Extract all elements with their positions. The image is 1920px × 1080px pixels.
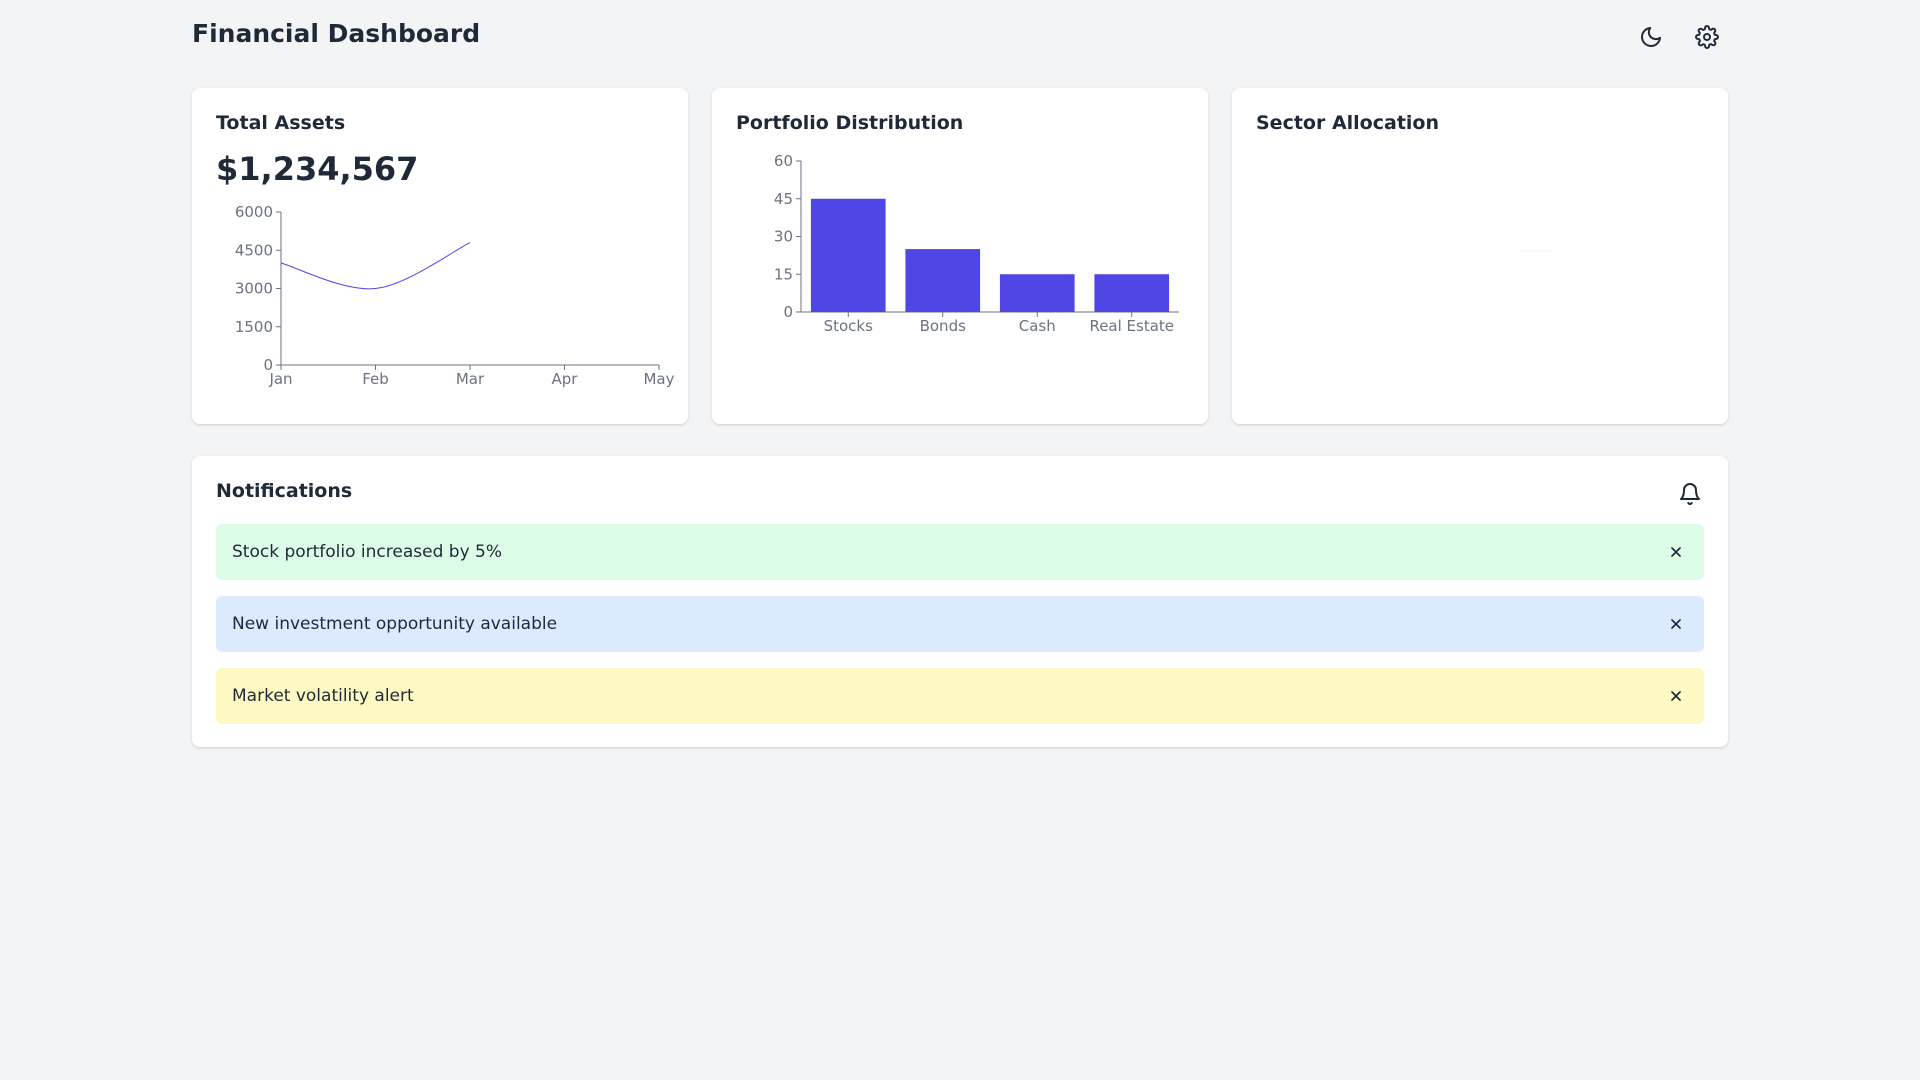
x-tick-label: Stocks [824, 317, 874, 335]
page-title: Financial Dashboard [192, 19, 481, 48]
close-icon [1671, 691, 1681, 701]
x-tick-label: Cash [1019, 317, 1056, 335]
y-tick-label: 4500 [235, 241, 273, 259]
bar [810, 198, 886, 312]
settings-button[interactable] [1691, 21, 1723, 53]
y-tick-label: 60 [774, 152, 793, 170]
notification-item-success: Stock portfolio increased by 5% [216, 524, 1704, 580]
portfolio-distribution-title: Portfolio Distribution [736, 112, 964, 134]
x-tick-label: Apr [552, 370, 579, 388]
total-assets-title: Total Assets [216, 112, 346, 134]
moon-icon [1641, 27, 1661, 47]
dark-mode-button[interactable] [1635, 21, 1667, 53]
x-tick-label: Feb [362, 370, 389, 388]
y-tick-label: 3000 [235, 280, 273, 298]
x-tick-label: Real Estate [1089, 317, 1174, 335]
sector-allocation-title: Sector Allocation [1256, 112, 1439, 134]
close-icon [1671, 547, 1681, 557]
y-tick-label: 0 [783, 303, 793, 321]
x-tick-label: May [643, 370, 674, 388]
notification-close-button[interactable] [1664, 684, 1688, 708]
bar [1094, 274, 1170, 312]
notification-close-button[interactable] [1664, 612, 1688, 636]
x-tick-label: Bonds [920, 317, 966, 335]
sector-allocation-chart [1520, 250, 1552, 252]
header: Financial Dashboard [192, 0, 1728, 72]
notifications-bell-button[interactable] [1676, 480, 1704, 508]
notification-item-warning: Market volatility alert [216, 668, 1704, 724]
notification-close-button[interactable] [1664, 540, 1688, 564]
sector-allocation-card: Sector Allocation [1232, 88, 1728, 424]
notification-text: Stock portfolio increased by 5% [232, 542, 503, 562]
y-tick-label: 0 [263, 356, 273, 374]
y-tick-label: 15 [774, 265, 793, 283]
notification-text: New investment opportunity available [232, 614, 558, 634]
total-assets-card: Total Assets $1,234,567 0 1500 3000 4500 600… [192, 88, 688, 424]
portfolio-distribution-card: Portfolio Distribution 0 15 30 45 60 Stocks Bo… [712, 88, 1208, 424]
bar [905, 249, 981, 312]
x-tick-label: Jan [268, 370, 292, 388]
notification-item-info: New investment opportunity available [216, 596, 1704, 652]
y-tick-label: 6000 [235, 203, 273, 221]
y-tick-label: 1500 [235, 318, 273, 336]
bar [999, 274, 1075, 312]
gear-icon [1695, 25, 1719, 49]
bar-chart: 0 15 30 45 60 Stocks Bonds Cash Real Estate [774, 152, 1179, 335]
total-assets-value: $1,234,567 [216, 150, 419, 188]
bell-icon [1680, 483, 1700, 505]
notifications-card: Notifications Stock portfolio increased … [192, 456, 1728, 747]
notifications-title: Notifications [216, 480, 353, 502]
close-icon [1671, 619, 1681, 629]
y-tick-label: 45 [774, 190, 793, 208]
line-chart: 0 1500 3000 4500 6000 Jan Feb Mar Apr May [235, 203, 675, 388]
assets-line [280, 242, 471, 290]
notification-text: Market volatility alert [232, 686, 414, 706]
x-tick-label: Mar [456, 370, 485, 388]
y-tick-label: 30 [774, 228, 793, 246]
